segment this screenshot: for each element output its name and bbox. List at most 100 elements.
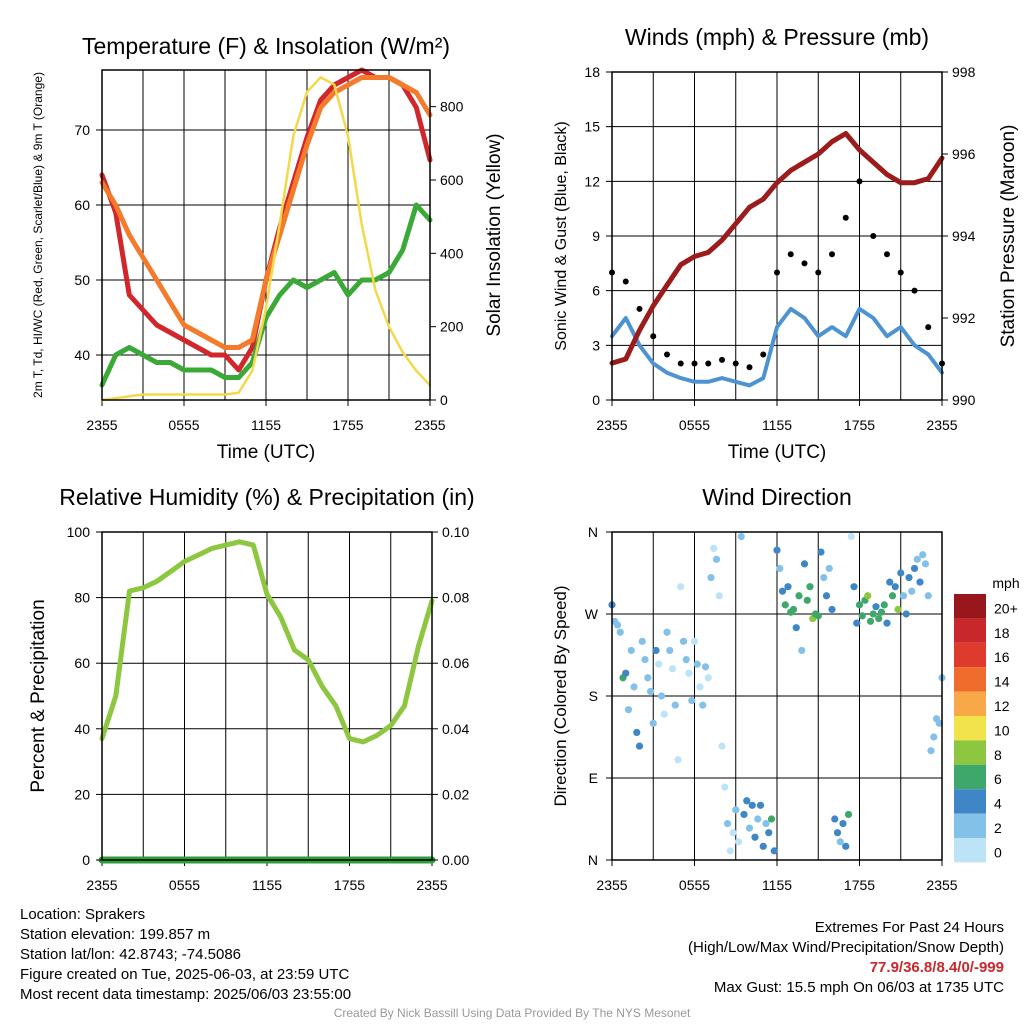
- x-tick-label: 2355: [596, 877, 627, 893]
- direction-point: [924, 592, 932, 600]
- latlon-text: Station lat/lon: 42.8743; -74.5086: [20, 946, 242, 963]
- x-tick-label: 1155: [252, 877, 282, 893]
- legend-swatch: [954, 764, 986, 790]
- direction-point: [886, 578, 894, 586]
- direction-point: [765, 829, 773, 837]
- credit-text: Created By Nick Bassill Using Data Provi…: [333, 1006, 691, 1020]
- direction-point: [721, 783, 729, 791]
- direction-point: [899, 592, 908, 600]
- x-tick-label: 1755: [332, 417, 363, 433]
- x-tick-label: 0555: [679, 417, 710, 433]
- x-tick-label: 1755: [844, 877, 875, 893]
- direction-point: [707, 573, 715, 582]
- y2-tick-label: 0.00: [442, 852, 469, 868]
- direction-point: [745, 824, 754, 832]
- gust-point: [774, 269, 780, 276]
- y-tick-label: E: [589, 770, 598, 786]
- y-tick-label: 0: [82, 852, 90, 868]
- y-tick-label: 100: [67, 524, 91, 540]
- speed-legend: mph 20+ 18 16 14 12 10 8 6 4 2 0: [954, 575, 1020, 863]
- direction-point: [883, 619, 891, 627]
- x-tick-label: 1755: [334, 877, 365, 893]
- y2-tick-label: 992: [952, 310, 976, 326]
- elevation-text: Station elevation: 199.857 m: [20, 926, 211, 943]
- direction-point: [754, 815, 762, 823]
- direction-point: [877, 608, 886, 616]
- legend-swatch: [954, 594, 986, 619]
- direction-point: [737, 532, 745, 541]
- y-tick-label: N: [588, 852, 598, 868]
- direction-point: [844, 810, 853, 819]
- direction-point: [762, 819, 770, 828]
- direction-point: [668, 665, 677, 673]
- direction-point: [649, 719, 657, 727]
- y2-tick-label: 600: [440, 172, 464, 188]
- x-tick-label: 2355: [596, 417, 627, 433]
- x-tick-label: 2355: [414, 417, 445, 433]
- gust-point: [801, 260, 808, 267]
- x-tick-label: 0555: [168, 417, 199, 433]
- y-tick-label: 6: [592, 283, 600, 299]
- y-axis-label: Direction (Colored By Speed): [551, 585, 570, 806]
- direction-point: [828, 605, 836, 614]
- y-tick-label: W: [585, 606, 599, 622]
- direction-point: [817, 548, 825, 556]
- gust-point: [746, 364, 753, 371]
- extremes-values: 77.9/36.8/8.4/0/-999: [869, 959, 1004, 976]
- direction-point: [872, 603, 880, 611]
- gust-point: [732, 360, 739, 367]
- direction-point: [803, 596, 811, 604]
- direction-point: [858, 612, 866, 620]
- direction-point: [734, 838, 743, 846]
- legend-label: 14: [994, 674, 1010, 690]
- y-axis-label: Sonic Wind & Gust (Blue, Black): [553, 121, 570, 350]
- direction-point: [910, 564, 919, 573]
- x-tick-label: 1755: [844, 417, 875, 433]
- y-tick-label: 80: [74, 590, 90, 606]
- gust-point: [911, 287, 918, 294]
- extremes-title: Extremes For Past 24 Hours: [814, 919, 1004, 936]
- x-tick-label: 2355: [86, 877, 117, 893]
- direction-point: [820, 573, 828, 582]
- direction-point: [712, 555, 721, 563]
- direction-point: [839, 819, 847, 828]
- direction-point: [641, 655, 649, 664]
- direction-point: [913, 555, 921, 563]
- direction-point: [710, 544, 718, 553]
- temperature-panel: 40 50 60 70 0 200 400 600 800 2355 0555 1155 1755 235…: [31, 33, 505, 463]
- direction-point: [644, 674, 652, 682]
- direction-point: [891, 583, 899, 591]
- y-tick-label: 3: [592, 337, 600, 353]
- gust-point: [650, 333, 657, 340]
- direction-point: [677, 583, 685, 591]
- direction-point: [789, 605, 798, 614]
- x-tick-label: 1155: [251, 417, 281, 433]
- gust-point: [829, 251, 835, 258]
- x-tick-label: 2355: [416, 877, 447, 893]
- direction-point: [652, 646, 660, 655]
- gust-point: [870, 233, 877, 239]
- direction-point: [864, 592, 872, 600]
- location-text: Location: Sprakers: [20, 906, 146, 923]
- y-tick-label: 20: [74, 786, 90, 802]
- legend-label: 16: [994, 649, 1010, 665]
- series-line-sonic-wind: [610, 306, 944, 388]
- direction-point: [715, 592, 723, 600]
- direction-point: [682, 655, 690, 664]
- created-text: Figure created on Tue, 2025-06-03, at 23…: [20, 966, 350, 983]
- direction-point: [759, 842, 767, 850]
- direction-point: [908, 587, 916, 595]
- gust-point: [622, 278, 629, 285]
- y2-tick-label: 0: [440, 392, 448, 408]
- plot-frame: [101, 531, 433, 861]
- y-tick-label: 9: [592, 228, 600, 244]
- y2-tick-label: 998: [952, 64, 976, 80]
- gust-point: [787, 251, 794, 258]
- recent-data-text: Most recent data timestamp: 2025/06/03 2…: [20, 986, 352, 1003]
- direction-point: [792, 624, 800, 632]
- direction-point: [756, 801, 765, 809]
- station-info: Location: Sprakers Station elevation: 19…: [20, 905, 351, 1005]
- series-line-station-pressure: [609, 131, 945, 366]
- direction-point: [646, 687, 655, 696]
- legend-label: 20+: [994, 600, 1018, 616]
